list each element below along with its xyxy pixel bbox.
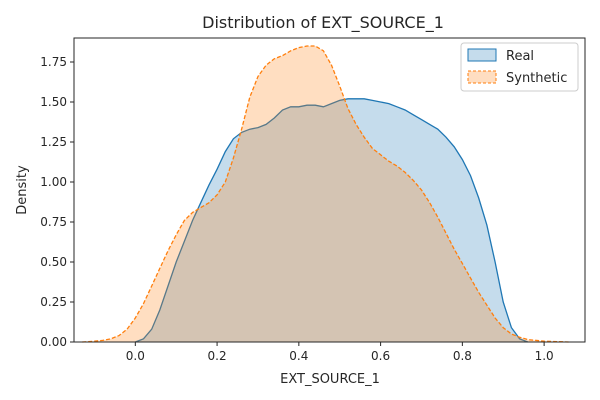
legend-box — [460, 42, 579, 92]
y-tick-label: 0.50 — [40, 255, 67, 269]
y-axis: 0.00 0.25 0.50 0.75 1.00 1.25 1.50 1.75 — [40, 55, 74, 349]
x-tick-label: 0.0 — [126, 349, 145, 363]
y-tick-label: 0.25 — [40, 295, 67, 309]
area-synthetic — [82, 46, 569, 342]
x-axis-label: EXT_SOURCE_1 — [280, 372, 380, 387]
y-tick-label: 1.00 — [40, 175, 67, 189]
x-tick-label: 0.2 — [208, 349, 227, 363]
y-tick-label: 1.25 — [40, 135, 67, 149]
line-synthetic — [82, 45, 569, 343]
series-layer — [82, 45, 569, 343]
legend-label-synthetic: Synthetic — [506, 71, 567, 86]
y-tick-label: 0.75 — [40, 215, 67, 229]
plot-frame — [73, 37, 586, 343]
legend: Real Synthetic — [460, 42, 579, 92]
y-tick-label: 0.00 — [40, 335, 67, 349]
y-tick-label: 1.75 — [40, 55, 67, 69]
x-tick-label: 0.8 — [453, 349, 472, 363]
legend-label-real: Real — [506, 49, 534, 64]
plot-area — [73, 37, 586, 343]
line-real — [135, 98, 529, 343]
x-axis: 0.0 0.2 0.4 0.6 0.8 1.0 — [126, 342, 554, 363]
legend-swatch-synthetic — [467, 70, 497, 84]
x-tick-label: 0.6 — [371, 349, 390, 363]
legend-swatch-real — [467, 48, 497, 62]
chart-title: Distribution of EXT_SOURCE_1 — [202, 13, 444, 33]
x-tick-label: 0.4 — [289, 349, 308, 363]
x-tick-label: 1.0 — [535, 349, 554, 363]
y-axis-label: Density — [15, 165, 30, 215]
y-tick-label: 1.50 — [40, 95, 67, 109]
